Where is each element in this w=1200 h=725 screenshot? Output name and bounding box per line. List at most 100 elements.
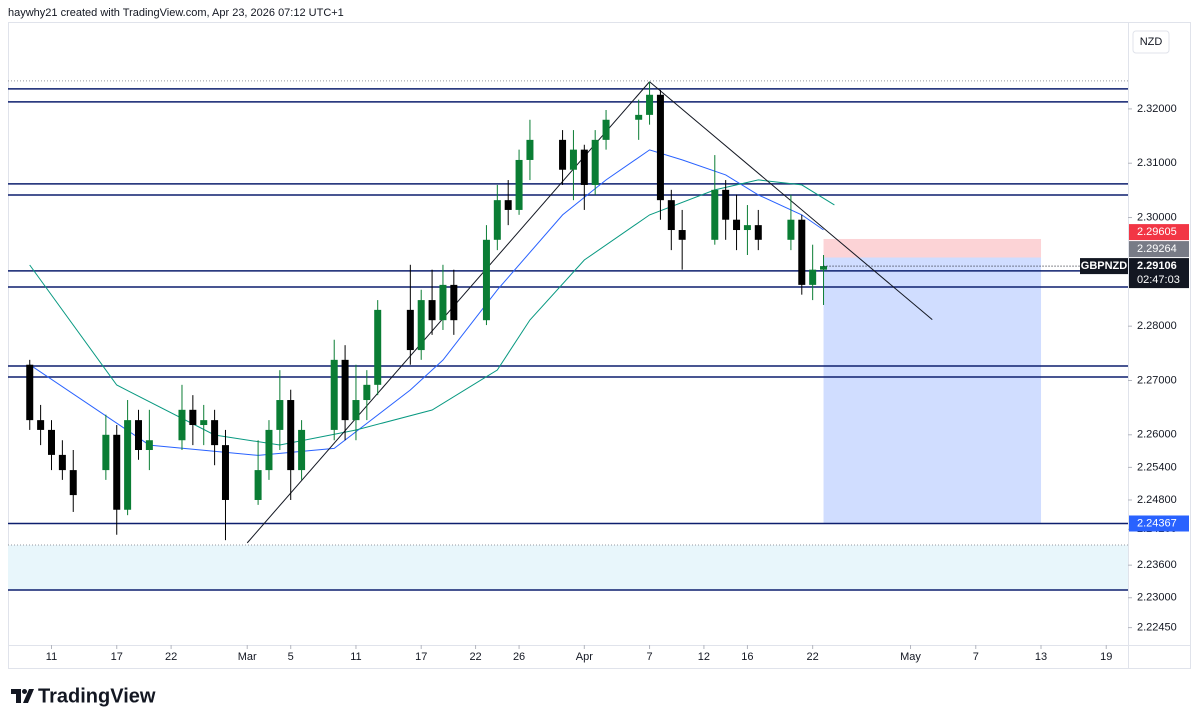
candle-body	[602, 119, 610, 140]
candle-body	[69, 470, 77, 496]
y-tick-label: 2.23600	[1137, 559, 1177, 571]
candle-body	[406, 309, 414, 351]
candle-body	[504, 200, 512, 210]
candle-body	[515, 159, 523, 210]
last-price-label: 2.29106	[1137, 260, 1177, 272]
candle-body	[559, 139, 567, 170]
x-tick-label: Apr	[576, 651, 593, 663]
candle-body	[450, 284, 458, 321]
logo-text: TradingView	[38, 685, 156, 707]
candle-body	[493, 200, 501, 240]
x-tick-label: 22	[165, 651, 177, 663]
candle-body	[417, 300, 425, 351]
candle-body	[733, 219, 741, 231]
candle-body	[330, 359, 338, 430]
stop-zone	[823, 238, 1042, 258]
candle-body	[711, 189, 719, 240]
logo-dot	[22, 689, 27, 694]
candle-body	[526, 139, 534, 160]
y-tick-label: 2.25400	[1137, 461, 1177, 473]
chart-frame	[8, 22, 1191, 669]
candle-body	[374, 309, 382, 385]
x-tick-label: 11	[350, 651, 361, 663]
candle-body	[667, 200, 675, 231]
candle-body	[439, 284, 447, 321]
currency-box[interactable]	[1132, 30, 1170, 54]
candle-body	[178, 409, 186, 441]
candle-body	[428, 300, 436, 321]
price-tag-label: 2.24367	[1137, 517, 1177, 529]
y-tick-label: 2.26000	[1137, 429, 1177, 441]
candle-body	[363, 384, 371, 401]
x-tick-label: 11	[46, 651, 57, 663]
candle-body	[221, 445, 229, 500]
target-zone	[823, 257, 1042, 524]
candle-body	[754, 225, 762, 240]
y-tick-label: 2.30000	[1137, 211, 1177, 223]
moving-average	[29, 149, 824, 456]
symbol-tag	[1080, 258, 1128, 275]
price-tag-label: 2.29605	[1137, 226, 1177, 238]
candle-body	[145, 440, 153, 451]
candle-body	[656, 94, 664, 201]
x-tick-label: 22	[469, 651, 481, 663]
last-price-tag	[1129, 258, 1189, 289]
candle-body	[798, 219, 806, 285]
candle-body	[134, 420, 142, 451]
x-tick-label: 7	[646, 651, 652, 663]
candle-body	[820, 266, 828, 270]
countdown-label: 02:47:03	[1137, 274, 1180, 286]
candle-body	[276, 400, 284, 430]
candle-body	[482, 239, 490, 321]
x-tick-label: 13	[1035, 651, 1047, 663]
x-tick-label: 12	[698, 651, 710, 663]
x-tick-label: 26	[513, 651, 525, 663]
zone	[8, 545, 1128, 591]
y-tick-label: 2.28000	[1137, 320, 1177, 332]
price-tag	[1129, 241, 1189, 258]
price-tag	[1129, 515, 1189, 532]
candle-body	[47, 429, 55, 455]
candle-body	[58, 454, 66, 471]
header-text: haywhy21 created with TradingView.com, A…	[8, 7, 344, 19]
candle-body	[265, 429, 273, 471]
symbol-label: GBPNZD	[1081, 260, 1128, 272]
y-tick-label: 2.22450	[1137, 622, 1177, 634]
candle-body	[287, 400, 295, 471]
y-tick-label: 2.27000	[1137, 374, 1177, 386]
candle-body	[743, 225, 751, 231]
candle-body	[678, 230, 686, 240]
y-tick-label: 2.31000	[1137, 157, 1177, 169]
x-tick-label: 17	[111, 651, 123, 663]
candle-body	[569, 149, 577, 170]
y-tick-label: 2.23000	[1137, 592, 1177, 604]
candle-body	[37, 420, 45, 430]
plot-area	[8, 80, 1128, 591]
candle-body	[635, 114, 643, 120]
candle-body	[102, 434, 110, 471]
x-tick-label: 17	[415, 651, 427, 663]
candle-body	[787, 219, 795, 240]
candle-body	[211, 420, 219, 446]
x-tick-label: 16	[741, 651, 753, 663]
candle-body	[809, 269, 817, 285]
x-tick-label: 19	[1100, 651, 1112, 663]
candle-body	[189, 409, 197, 426]
candle-body	[298, 429, 306, 471]
candle-body	[200, 420, 208, 426]
x-tick-label: 5	[288, 651, 294, 663]
candle-body	[580, 149, 588, 185]
candle-body	[646, 94, 654, 115]
candle-body	[254, 470, 262, 500]
candle-body	[113, 434, 121, 510]
currency-label[interactable]: NZD	[1140, 36, 1163, 48]
candle-body	[26, 364, 34, 421]
candle-body	[352, 400, 360, 421]
x-tick-label: Mar	[238, 651, 257, 663]
logo: TradingView	[11, 685, 156, 707]
price-tag	[1129, 224, 1189, 241]
price-tag-label: 2.29264	[1137, 243, 1177, 255]
logo-icon	[11, 689, 34, 703]
